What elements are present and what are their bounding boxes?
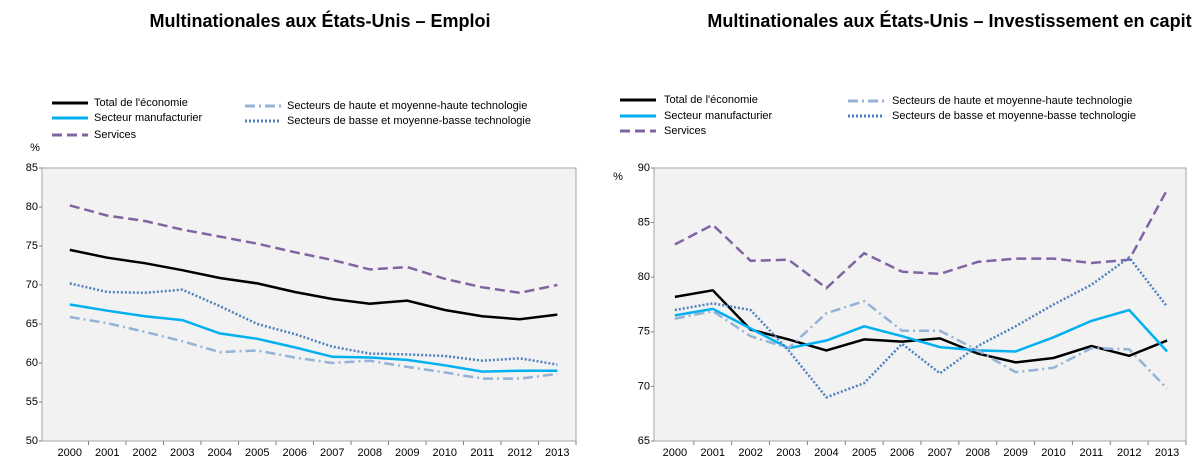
y-tick-label: 50 bbox=[26, 435, 38, 447]
y-axis-label: % bbox=[30, 142, 40, 154]
legend-label: Secteur manufacturier bbox=[94, 112, 203, 124]
legend-label: Total de l'économie bbox=[94, 97, 188, 109]
x-tick-label: 2000 bbox=[58, 447, 82, 459]
x-tick-label: 2004 bbox=[814, 447, 838, 459]
x-tick-label: 2007 bbox=[320, 447, 344, 459]
y-tick-label: 90 bbox=[638, 162, 650, 174]
series-line bbox=[674, 255, 1169, 399]
legend-label: Secteurs de basse et moyenne-basse techn… bbox=[287, 115, 531, 127]
y-tick-label: 70 bbox=[26, 279, 38, 291]
x-tick-label: 2006 bbox=[890, 447, 914, 459]
y-tick-label: 75 bbox=[26, 240, 38, 252]
x-tick-label: 2008 bbox=[358, 447, 382, 459]
legend-label: Secteurs de haute et moyenne-haute techn… bbox=[287, 100, 527, 112]
x-tick-label: 2002 bbox=[133, 447, 157, 459]
x-tick-label: 2005 bbox=[852, 447, 876, 459]
x-tick-label: 2000 bbox=[663, 447, 687, 459]
y-tick-label: 80 bbox=[638, 271, 650, 283]
y-tick-label: 70 bbox=[638, 380, 650, 392]
series-line bbox=[69, 303, 558, 373]
series-line bbox=[69, 315, 558, 380]
y-tick-label: 65 bbox=[638, 435, 650, 447]
legend-label: Secteur manufacturier bbox=[664, 110, 773, 122]
y-tick-label: 55 bbox=[26, 396, 38, 408]
series-line bbox=[674, 307, 1169, 353]
y-tick-label: 80 bbox=[26, 201, 38, 213]
series-line bbox=[674, 299, 1168, 390]
y-axis-label: % bbox=[613, 171, 623, 183]
plot-area bbox=[41, 167, 577, 442]
x-tick-label: 2006 bbox=[283, 447, 307, 459]
x-tick-label: 2011 bbox=[1080, 447, 1104, 459]
x-tick-label: 2013 bbox=[545, 447, 569, 459]
x-tick-label: 2002 bbox=[738, 447, 762, 459]
chart-title: Multinationales aux États-Unis – Emploi bbox=[149, 11, 491, 31]
legend-label: Secteurs de basse et moyenne-basse techn… bbox=[892, 110, 1136, 122]
legend-label: Total de l'économie bbox=[664, 94, 758, 106]
legend-label: Secteurs de haute et moyenne-haute techn… bbox=[892, 95, 1132, 107]
x-tick-label: 2009 bbox=[395, 447, 419, 459]
legend-label: Services bbox=[94, 129, 137, 141]
x-tick-label: 2003 bbox=[776, 447, 800, 459]
x-tick-label: 2013 bbox=[1155, 447, 1179, 459]
plot-area bbox=[653, 167, 1187, 442]
y-tick-label: 85 bbox=[26, 162, 38, 174]
series-line bbox=[69, 204, 558, 295]
chart-title: Multinationales aux États-Unis – Investi… bbox=[707, 11, 1192, 31]
y-tick-label: 65 bbox=[26, 318, 38, 330]
x-tick-label: 2005 bbox=[245, 447, 269, 459]
x-tick-label: 2004 bbox=[208, 447, 232, 459]
y-tick-label: 75 bbox=[638, 326, 650, 338]
x-tick-label: 2010 bbox=[433, 447, 457, 459]
series-line bbox=[674, 189, 1169, 290]
x-tick-label: 2009 bbox=[1003, 447, 1027, 459]
legend-label: Services bbox=[664, 125, 707, 137]
y-tick-label: 60 bbox=[26, 357, 38, 369]
y-tick-label: 85 bbox=[638, 217, 650, 229]
x-tick-label: 2012 bbox=[508, 447, 532, 459]
x-tick-label: 2008 bbox=[966, 447, 990, 459]
x-tick-label: 2003 bbox=[170, 447, 194, 459]
series-line bbox=[69, 248, 558, 321]
x-tick-label: 2012 bbox=[1117, 447, 1141, 459]
x-tick-label: 2011 bbox=[470, 447, 494, 459]
x-tick-label: 2001 bbox=[701, 447, 725, 459]
x-tick-label: 2010 bbox=[1041, 447, 1065, 459]
x-tick-label: 2001 bbox=[95, 447, 119, 459]
x-tick-label: 2007 bbox=[928, 447, 952, 459]
